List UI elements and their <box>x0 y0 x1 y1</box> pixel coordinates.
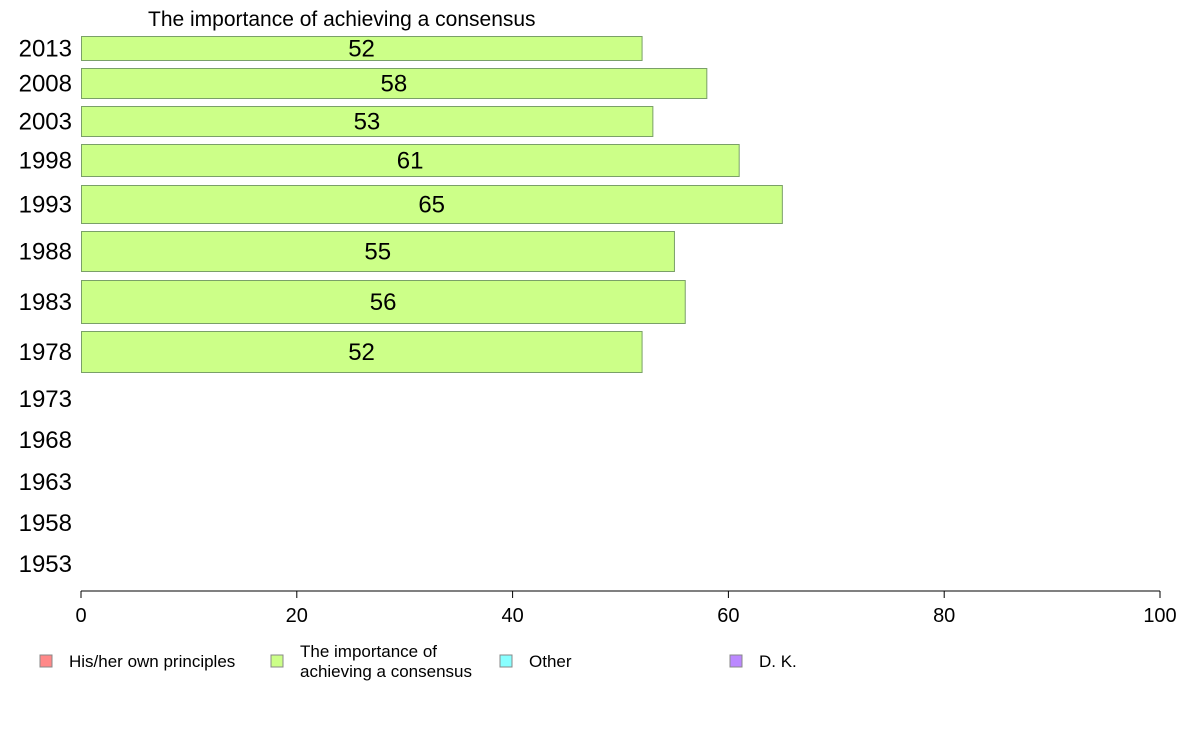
legend-swatch-2 <box>499 654 513 668</box>
category-label-1968: 1968 <box>19 427 72 454</box>
bar-1988 <box>81 231 675 272</box>
value-label-1983: 56 <box>370 289 397 316</box>
value-label-2003: 53 <box>354 109 381 136</box>
legend-swatch-1 <box>270 654 284 668</box>
x-tick-label-20: 20 <box>286 605 308 627</box>
chart-title: The importance of achieving a consensus <box>148 8 536 31</box>
x-tick-label-40: 40 <box>501 605 523 627</box>
category-label-1988: 1988 <box>19 239 72 266</box>
value-label-2013: 52 <box>348 36 375 63</box>
category-label-1958: 1958 <box>19 510 72 537</box>
category-label-1963: 1963 <box>19 469 72 496</box>
bar-1978 <box>81 331 643 373</box>
category-label-1978: 1978 <box>19 339 72 366</box>
x-tick-label-0: 0 <box>75 605 86 627</box>
bar-2003 <box>81 106 654 137</box>
value-label-2008: 58 <box>381 71 408 98</box>
category-label-1953: 1953 <box>19 551 72 578</box>
category-label-2008: 2008 <box>19 71 72 98</box>
category-label-1973: 1973 <box>19 386 72 413</box>
x-tick-label-80: 80 <box>933 605 955 627</box>
category-label-1998: 1998 <box>19 148 72 175</box>
legend: His/her own principles The importance of a… <box>39 642 797 681</box>
x-axis: 0 20 40 60 80 100 <box>75 590 1177 627</box>
category-label-1993: 1993 <box>19 192 72 219</box>
category-label-1983: 1983 <box>19 289 72 316</box>
legend-label-2: Other <box>529 652 572 671</box>
bars <box>81 36 783 373</box>
value-label-1978: 52 <box>348 339 375 366</box>
legend-label-3: D. K. <box>759 652 797 671</box>
legend-swatch-3 <box>729 654 743 668</box>
value-label-1993: 65 <box>418 192 445 219</box>
bar-1998 <box>81 144 740 177</box>
x-tick-label-60: 60 <box>717 605 739 627</box>
value-label-1998: 61 <box>397 148 424 175</box>
legend-label-0: His/her own principles <box>69 652 235 671</box>
category-label-2003: 2003 <box>19 109 72 136</box>
value-label-1988: 55 <box>364 239 391 266</box>
x-tick-label-100: 100 <box>1143 605 1176 627</box>
bar-1993 <box>81 185 783 224</box>
legend-label-1: The importance of achieving a consensus <box>300 642 472 681</box>
legend-swatch-0 <box>39 654 53 668</box>
category-label-2013: 2013 <box>19 36 72 63</box>
bar-2008 <box>81 68 708 99</box>
category-labels: 2013 2008 2003 1998 1993 1988 1983 1978 1973 1968… <box>19 36 72 579</box>
bar-2013 <box>81 36 643 61</box>
bar-1983 <box>81 280 686 324</box>
